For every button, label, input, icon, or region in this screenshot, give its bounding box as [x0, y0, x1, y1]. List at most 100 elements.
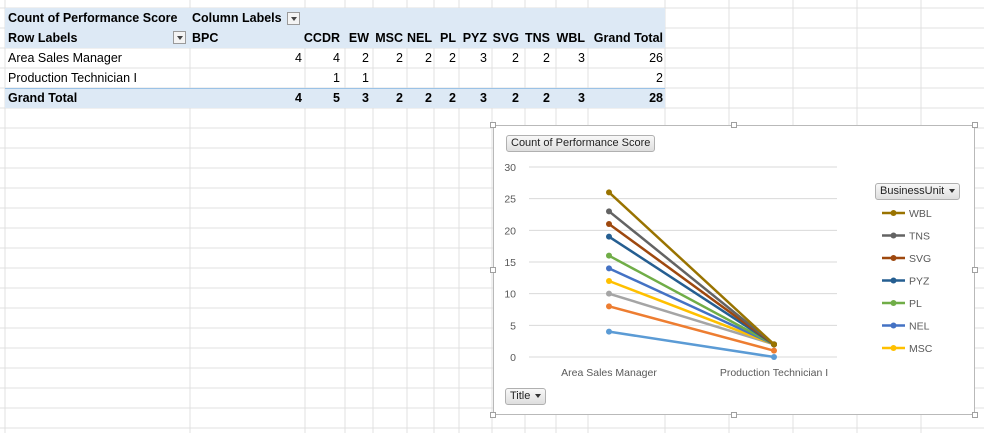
series-line[interactable] [608, 254, 775, 346]
series-line[interactable] [608, 292, 775, 346]
data-point[interactable] [606, 265, 612, 272]
y-tick-label: 20 [504, 225, 516, 237]
pivot-column-header[interactable]: SVG [492, 31, 519, 45]
pivot-grand-total-cell[interactable]: 3 [362, 91, 369, 105]
pivot-value-cell[interactable]: 3 [480, 51, 487, 65]
pivot-column-header[interactable]: NEL [407, 31, 432, 45]
chart-resize-handle[interactable] [731, 412, 737, 418]
chart-resize-handle[interactable] [972, 267, 978, 273]
legend-field-button[interactable]: BusinessUnit [875, 183, 961, 200]
legend-marker [890, 322, 897, 329]
pivot-value-cell[interactable]: 26 [649, 51, 663, 65]
series-line[interactable] [608, 191, 775, 346]
pivot-value-cell[interactable]: 2 [512, 51, 519, 65]
pivot-value-cell[interactable]: 2 [449, 51, 456, 65]
y-tick-label: 0 [510, 352, 516, 364]
pivot-value-cell[interactable]: 2 [396, 51, 403, 65]
legend-marker [890, 345, 897, 351]
chart-resize-handle[interactable] [490, 267, 496, 273]
data-point[interactable] [606, 328, 612, 335]
legend-entry[interactable]: PL [909, 298, 922, 310]
data-point[interactable] [606, 221, 612, 227]
legend-entry[interactable]: SVG [909, 253, 931, 265]
legend-entry[interactable]: WBL [909, 208, 932, 220]
row-labels-filter-button[interactable] [173, 31, 186, 44]
series-line[interactable] [608, 279, 775, 346]
pivot-value-cell[interactable]: 2 [543, 51, 550, 65]
series-line[interactable] [608, 267, 775, 346]
pivot-grand-total-cell[interactable]: 3 [480, 91, 487, 105]
legend-marker [890, 232, 897, 239]
pivot-grand-total-cell[interactable]: 5 [333, 91, 340, 105]
legend-entry[interactable]: NEL [909, 321, 930, 333]
pivot-grand-total-cell[interactable]: 3 [578, 91, 585, 105]
pivot-row-label[interactable]: Area Sales Manager [8, 51, 122, 65]
series-line[interactable] [608, 305, 775, 352]
pivot-value-cell[interactable]: 2 [656, 71, 663, 85]
data-point[interactable] [606, 303, 612, 310]
legend-entry[interactable]: MSC [909, 343, 933, 355]
legend-entry[interactable]: TNS [909, 231, 930, 243]
pivot-column-labels[interactable]: Column Labels [192, 11, 282, 25]
chart-plot-area[interactable]: 30 25 20 15 10 5 0 Area Sales Manager Production… [494, 126, 974, 414]
pivot-column-header[interactable]: BPC [192, 31, 219, 45]
pivot-grand-total-cell[interactable]: 2 [449, 91, 456, 105]
pivot-grand-total-cell[interactable]: 2 [512, 91, 519, 105]
data-point[interactable] [606, 290, 612, 297]
pivot-grand-total-label[interactable]: Grand Total [8, 91, 78, 105]
pivot-row-labels[interactable]: Row Labels [8, 31, 78, 45]
data-point[interactable] [771, 347, 777, 354]
pivot-value-cell[interactable]: 1 [333, 71, 340, 85]
series-line[interactable] [608, 330, 775, 359]
pivot-column-header[interactable]: Grand Total [593, 31, 663, 45]
pivot-grand-total-cell[interactable]: 2 [396, 91, 403, 105]
chart-resize-handle[interactable] [972, 122, 978, 128]
pivot-column-header[interactable]: WBL [556, 31, 585, 45]
column-labels-filter-button[interactable] [287, 12, 300, 25]
pivot-column-header[interactable]: EW [348, 31, 369, 45]
data-point[interactable] [606, 278, 612, 284]
pivot-grand-total-cell[interactable]: 4 [295, 91, 302, 105]
chart-resize-handle[interactable] [972, 412, 978, 418]
legend-marker [890, 210, 897, 216]
legend-marker [890, 277, 897, 284]
chart-resize-handle[interactable] [490, 412, 496, 418]
chart-resize-handle[interactable] [731, 122, 737, 128]
pivot-column-header[interactable]: TNS [525, 31, 550, 45]
pivot-grand-total-band [5, 88, 665, 108]
chevron-down-icon [949, 189, 956, 194]
data-point[interactable] [606, 189, 612, 196]
chevron-down-icon [535, 394, 542, 399]
pivot-column-header[interactable]: MSC [375, 31, 403, 45]
series-line[interactable] [608, 235, 775, 346]
data-point[interactable] [606, 252, 612, 259]
pivot-grand-total-cell[interactable]: 2 [543, 91, 550, 105]
y-tick-label: 5 [510, 320, 516, 332]
y-tick-label: 30 [504, 162, 516, 174]
pivot-value-cell[interactable]: 4 [333, 51, 340, 65]
pivot-value-cell[interactable]: 2 [362, 51, 369, 65]
chart-resize-handle[interactable] [490, 122, 496, 128]
pivot-value-cell[interactable]: 2 [425, 51, 432, 65]
y-tick-label: 25 [504, 194, 516, 206]
data-point[interactable] [606, 233, 612, 240]
series-line[interactable] [608, 222, 775, 346]
value-field-button[interactable]: Count of Performance Score [506, 135, 656, 152]
data-point[interactable] [771, 341, 777, 348]
pivot-value-cell[interactable]: 3 [578, 51, 585, 65]
pivot-chart[interactable]: Count of Performance Score BusinessUnit … [493, 125, 975, 415]
pivot-values-field[interactable]: Count of Performance Score [8, 11, 178, 25]
pivot-row-label[interactable]: Production Technician I [8, 71, 138, 85]
legend-entry[interactable]: PYZ [909, 276, 930, 288]
data-point[interactable] [606, 208, 612, 215]
pivot-grand-total-cell[interactable]: 28 [649, 91, 663, 105]
pivot-column-header[interactable]: PYZ [462, 31, 487, 45]
pivot-column-header[interactable]: CCDR [303, 31, 340, 45]
pivot-value-cell[interactable]: 4 [295, 51, 302, 65]
pivot-column-header[interactable]: PL [440, 31, 456, 45]
data-point[interactable] [771, 354, 777, 360]
axis-field-button[interactable]: Title [505, 388, 547, 405]
pivot-grand-total-cell[interactable]: 2 [425, 91, 432, 105]
series-line[interactable] [608, 210, 775, 346]
pivot-value-cell[interactable]: 1 [362, 71, 369, 85]
